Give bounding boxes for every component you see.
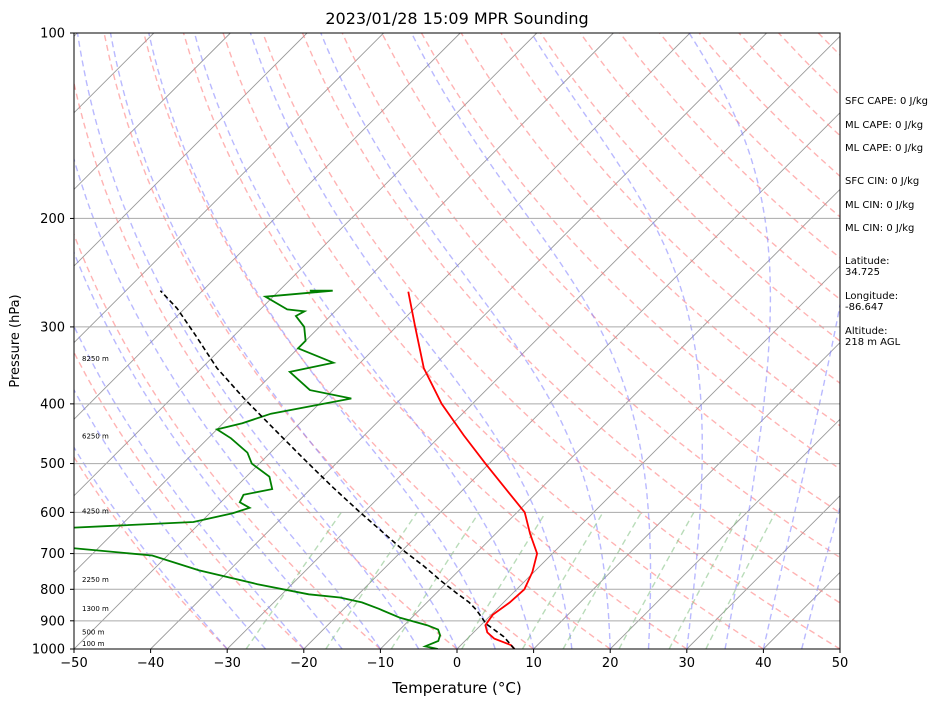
isotherm-line	[74, 33, 384, 344]
isotherm-line	[686, 495, 840, 649]
longitude-label: Longitude:	[845, 291, 898, 302]
height-label: 6250 m	[82, 432, 109, 440]
moist-adiabat-line	[801, 504, 840, 649]
x-axis-label: Temperature (°C)	[391, 679, 521, 697]
altitude-label: Altitude:	[845, 326, 887, 337]
mixing-ratio-line	[461, 511, 547, 649]
dry-adiabat-line	[74, 350, 305, 649]
latitude-label: Latitude:	[845, 256, 890, 267]
y-tick-label: 900	[40, 614, 65, 629]
y-tick-label: 200	[40, 212, 65, 227]
stats-panel: SFC CAPE: 0 J/kg ML CAPE: 0 J/kg ML CAPE…	[845, 96, 928, 348]
x-tick-label: 20	[602, 656, 619, 671]
x-axis-ticks: −50 −40 −30 −20 −10 0 10 20 30 40 50	[60, 649, 848, 671]
dry-adiabat-line	[74, 80, 458, 649]
moist-adiabat-line	[410, 33, 652, 649]
stat-ml-cape-2: ML CAPE: 0 J/kg	[845, 143, 923, 154]
height-label: 100 m	[82, 640, 105, 648]
dry-adiabat-line	[262, 33, 840, 649]
x-tick-label: 50	[832, 656, 849, 671]
x-tick-label: −10	[367, 656, 394, 671]
moist-adiabat-line	[530, 33, 703, 649]
moist-adiabat-line	[193, 33, 535, 649]
dry-adiabat-line	[182, 33, 688, 649]
stat-sfc-cape: SFC CAPE: 0 J/kg	[845, 96, 928, 107]
y-tick-label: 1000	[32, 643, 65, 658]
dry-adiabat-line	[74, 232, 381, 649]
moist-adiabat-line	[249, 33, 573, 649]
isotherm-line	[150, 33, 767, 649]
isotherm-line	[74, 33, 461, 420]
isotherm-line	[303, 112, 840, 649]
isotherm-line	[609, 418, 840, 649]
mixing-ratio-line	[705, 511, 777, 649]
x-tick-label: 10	[525, 656, 542, 671]
isotherm-line	[74, 33, 538, 497]
y-tick-label: 300	[40, 320, 65, 335]
y-tick-label: 600	[40, 506, 65, 521]
dewpoint-trace	[74, 289, 442, 649]
moist-adiabat-line	[76, 33, 420, 649]
mixing-ratio-line	[618, 511, 695, 649]
isotherm-line	[74, 33, 691, 649]
y-axis-label: Pressure (hPa)	[8, 294, 23, 387]
x-tick-label: 30	[679, 656, 696, 671]
dry-adiabat-line	[103, 33, 535, 649]
isotherm-line	[226, 35, 840, 649]
moist-adiabat-line	[74, 250, 343, 649]
x-tick-label: −50	[60, 656, 87, 671]
sounding-traces	[74, 289, 539, 649]
height-label: 500 m	[82, 629, 105, 637]
isotherm-line	[380, 188, 840, 649]
stat-sfc-cin: SFC CIN: 0 J/kg	[845, 176, 919, 187]
stat-ml-cin-2: ML CIN: 0 J/kg	[845, 223, 914, 234]
y-tick-label: 800	[40, 583, 65, 598]
longitude-value: -86.647	[845, 302, 884, 313]
reference-lines	[74, 33, 840, 649]
chart-title: 2023/01/28 15:09 MPR Sounding	[325, 9, 588, 28]
dry-adiabat-line	[143, 33, 611, 649]
x-tick-label: −20	[290, 656, 317, 671]
x-tick-label: −40	[137, 656, 164, 671]
mixing-ratio-line	[521, 511, 604, 649]
y-tick-label: 100	[40, 27, 65, 42]
height-label: 4250 m	[82, 508, 109, 516]
x-tick-label: 0	[453, 656, 461, 671]
y-tick-label: 700	[40, 547, 65, 562]
x-tick-label: 40	[755, 656, 772, 671]
isotherm-line	[456, 265, 840, 649]
moist-adiabat-line	[109, 33, 458, 649]
isotherm-line	[74, 33, 308, 267]
latitude-value: 34.725	[845, 267, 880, 278]
mixing-ratio-line	[562, 511, 642, 649]
height-label: 8250 m	[82, 355, 109, 363]
height-label: 1300 m	[82, 605, 109, 613]
moist-adiabat-line	[74, 156, 381, 649]
temperature-trace	[407, 291, 539, 649]
moist-adiabat-line	[74, 446, 228, 649]
y-tick-label: 500	[40, 457, 65, 472]
parcel-trace	[159, 290, 516, 649]
y-axis-ticks: 100 200 300 400 500 600 700 800 900 1000	[32, 27, 74, 658]
moist-adiabat-line	[148, 33, 496, 649]
isotherm-line	[74, 33, 231, 191]
stat-ml-cin: ML CIN: 0 J/kg	[845, 200, 914, 211]
x-tick-label: −30	[213, 656, 240, 671]
height-label: 2250 m	[82, 576, 109, 584]
stat-ml-cape: ML CAPE: 0 J/kg	[845, 120, 923, 131]
y-tick-label: 400	[40, 397, 65, 412]
moist-adiabat-line	[320, 33, 611, 649]
isotherm-line	[533, 341, 840, 649]
moist-adiabat-line	[688, 33, 772, 649]
moist-adiabat-line	[762, 301, 840, 649]
altitude-value: 218 m AGL	[845, 337, 901, 348]
dry-adiabat-line	[579, 33, 840, 301]
height-labels: 100 m 500 m 1300 m 2250 m 4250 m 6250 m 8250 m	[82, 355, 109, 648]
mixing-ratio-line	[668, 511, 742, 649]
